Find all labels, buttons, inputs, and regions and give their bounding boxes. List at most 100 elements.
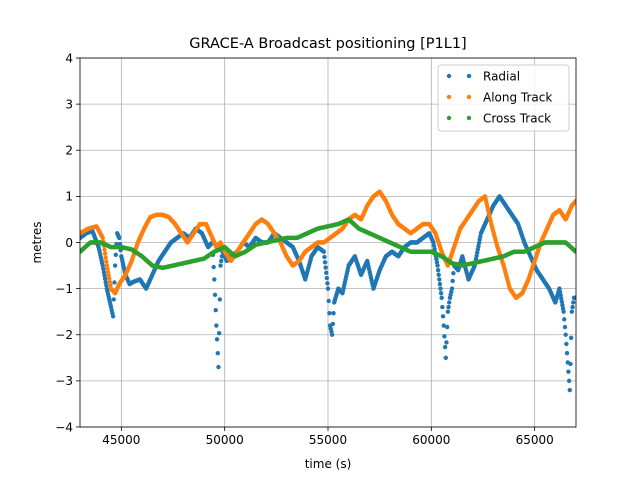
- point-radial: [212, 292, 218, 297]
- point-radial: [447, 300, 452, 305]
- point-radial: [566, 369, 571, 374]
- point-radial: [442, 344, 448, 350]
- y-axis-ticks: −4 −3 −2 −1 0 1 2 3 4: [55, 51, 80, 434]
- point-radial: [110, 314, 116, 319]
- point-radial: [331, 311, 336, 316]
- point-along-track: [105, 269, 111, 275]
- point-radial: [112, 280, 117, 285]
- y-tick-label: 2: [65, 144, 73, 158]
- point-radial: [214, 337, 220, 342]
- point-radial: [570, 304, 575, 310]
- chart-title: GRACE-A Broadcast positioning [P1L1]: [189, 36, 466, 52]
- point-radial: [446, 304, 451, 310]
- point-radial: [326, 298, 331, 304]
- point-along-track: [104, 259, 109, 264]
- x-tick-label: 60000: [412, 433, 450, 447]
- point-radial: [557, 286, 562, 291]
- point-radial: [218, 263, 223, 268]
- legend: Radial Along Track Cross Track: [437, 64, 570, 132]
- point-radial: [214, 323, 219, 328]
- point-radial: [432, 246, 437, 252]
- point-radial: [438, 291, 444, 296]
- point-radial: [217, 297, 223, 302]
- legend-label-cross-track: Cross Track: [483, 111, 551, 125]
- point-radial: [437, 277, 442, 282]
- point-radial: [558, 293, 563, 298]
- point-along-track: [100, 235, 105, 241]
- point-radial: [325, 286, 331, 291]
- point-radial: [216, 364, 221, 370]
- point-radial: [568, 335, 574, 341]
- point-along-track: [106, 273, 111, 278]
- point-radial: [557, 289, 563, 295]
- y-axis-label: metres: [30, 221, 44, 263]
- point-radial: [440, 304, 445, 310]
- point-radial: [571, 300, 576, 305]
- point-radial: [441, 323, 446, 328]
- point-radial: [322, 254, 327, 260]
- point-radial: [440, 314, 446, 319]
- point-radial: [325, 281, 330, 286]
- legend-marker-radial: [446, 73, 452, 79]
- point-radial: [444, 324, 450, 330]
- point-radial: [327, 311, 332, 316]
- point-radial: [102, 273, 107, 278]
- y-tick-label: 4: [65, 51, 73, 65]
- point-along-track: [108, 283, 113, 288]
- point-radial: [442, 334, 447, 339]
- point-radial: [330, 321, 336, 327]
- x-tick-label: 50000: [206, 433, 244, 447]
- point-along-track: [104, 263, 110, 268]
- point-radial: [102, 276, 108, 281]
- point-along-track: [573, 198, 576, 204]
- y-tick-label: −4: [55, 420, 73, 434]
- point-radial: [324, 270, 329, 276]
- legend-label-along-track: Along Track: [483, 90, 552, 104]
- point-radial: [444, 340, 449, 345]
- point-radial: [445, 309, 451, 314]
- point-radial: [567, 387, 572, 393]
- point-radial: [563, 332, 568, 337]
- point-radial: [434, 260, 440, 265]
- point-radial: [564, 351, 570, 356]
- point-radial: [566, 378, 572, 384]
- point-radial: [439, 295, 444, 301]
- legend-item-along-track: Along Track: [446, 90, 552, 104]
- y-tick-label: −3: [55, 374, 73, 388]
- data-points: [80, 189, 576, 393]
- legend-marker-cross-track: [466, 115, 472, 121]
- point-radial: [101, 266, 106, 272]
- point-radial: [117, 235, 122, 241]
- point-along-track: [107, 276, 112, 281]
- point-radial: [324, 275, 330, 281]
- x-tick-label: 55000: [309, 433, 347, 447]
- legend-box: [437, 64, 570, 132]
- point-radial: [435, 263, 440, 268]
- x-axis-ticks: 45000 50000 55000 60000 65000: [102, 427, 554, 447]
- point-radial: [219, 258, 224, 264]
- point-radial: [559, 296, 564, 301]
- point-cross-track: [573, 249, 576, 254]
- legend-item-radial: Radial: [446, 69, 520, 83]
- point-radial: [100, 263, 105, 268]
- point-radial: [449, 286, 455, 291]
- point-along-track: [102, 247, 107, 252]
- point-radial: [111, 297, 116, 302]
- point-radial: [211, 264, 216, 270]
- point-radial: [321, 249, 327, 254]
- point-radial: [559, 299, 565, 304]
- point-radial: [112, 263, 118, 268]
- point-radial: [451, 271, 456, 276]
- point-radial: [104, 283, 109, 288]
- point-radial: [564, 341, 569, 347]
- point-along-track: [103, 255, 108, 260]
- point-radial: [450, 278, 455, 284]
- legend-marker-along-track: [446, 94, 452, 100]
- y-tick-label: −2: [55, 328, 73, 342]
- y-tick-label: 0: [65, 236, 73, 250]
- point-radial: [101, 269, 107, 275]
- point-radial: [215, 351, 220, 356]
- point-radial: [569, 309, 575, 314]
- point-radial: [323, 265, 328, 270]
